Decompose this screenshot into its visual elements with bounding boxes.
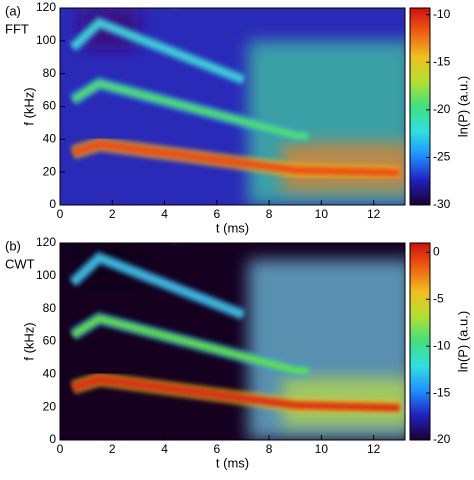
x-tick-label: 6 xyxy=(213,442,220,456)
spectrogram xyxy=(60,0,405,205)
colorbar-tick-label: -25 xyxy=(433,150,451,164)
harmonic xyxy=(71,375,400,412)
x-tick-label: 8 xyxy=(266,207,273,221)
colorbar-tick-label: -15 xyxy=(433,54,451,68)
spectrogram xyxy=(60,243,405,440)
x-tick-label: 4 xyxy=(161,442,168,456)
x-tick-label: 10 xyxy=(315,207,329,221)
y-axis-label: f (kHz) xyxy=(21,87,36,125)
panel-label: (b) xyxy=(5,238,21,253)
x-tick-label: 12 xyxy=(367,207,381,221)
y-tick-label: 0 xyxy=(49,197,56,211)
colorbar-tick-label: -10 xyxy=(433,7,451,21)
panel-label: (a) xyxy=(5,3,21,18)
colorbar-tick-label: -20 xyxy=(433,102,451,116)
colorbar-tick-label: -10 xyxy=(433,338,451,352)
y-axis-label: f (kHz) xyxy=(21,322,36,360)
colorbar-tick-label: 0 xyxy=(433,245,440,259)
colorbar-tick-label: -15 xyxy=(433,385,451,399)
y-tick-label: 80 xyxy=(43,66,57,80)
x-axis-label: t (ms) xyxy=(216,220,249,235)
x-tick-label: 2 xyxy=(109,442,116,456)
harmonic xyxy=(71,140,400,177)
y-tick-label: 100 xyxy=(36,33,56,47)
harmonic xyxy=(71,79,309,140)
harmonic xyxy=(71,19,245,83)
y-tick-label: 20 xyxy=(43,164,57,178)
colorbar-tick-label: -20 xyxy=(433,432,451,446)
x-tick-label: 6 xyxy=(213,207,220,221)
y-tick-label: 60 xyxy=(43,334,57,348)
y-tick-label: 0 xyxy=(49,432,56,446)
colorbar-tick-label: -5 xyxy=(433,291,444,305)
x-tick-label: 8 xyxy=(266,442,273,456)
colorbar-label: ln(P) (a.u.) xyxy=(455,311,470,372)
y-tick-label: 20 xyxy=(43,399,57,413)
harmonic xyxy=(71,314,309,375)
y-tick-label: 40 xyxy=(43,132,57,146)
harmonic xyxy=(73,0,178,3)
harmonic xyxy=(71,254,245,318)
harmonic-glow xyxy=(174,8,176,9)
y-tick-label: 120 xyxy=(36,0,56,14)
colorbar xyxy=(409,7,431,206)
x-tick-label: 2 xyxy=(109,207,116,221)
colorbar-tick-label: -30 xyxy=(433,197,451,211)
y-tick-label: 100 xyxy=(36,268,56,282)
x-tick-label: 10 xyxy=(315,442,329,456)
method-label: CWT xyxy=(5,256,35,271)
x-tick-label: 0 xyxy=(57,207,64,221)
x-tick-label: 4 xyxy=(161,207,168,221)
colorbar xyxy=(409,242,431,441)
y-tick-label: 120 xyxy=(36,235,56,249)
method-label: FFT xyxy=(5,21,29,36)
x-tick-label: 12 xyxy=(367,442,381,456)
colorbar-label: ln(P) (a.u.) xyxy=(455,76,470,137)
y-tick-label: 60 xyxy=(43,99,57,113)
x-tick-label: 0 xyxy=(57,442,64,456)
y-tick-label: 40 xyxy=(43,367,57,381)
y-tick-label: 80 xyxy=(43,301,57,315)
x-axis-label: t (ms) xyxy=(216,455,249,470)
